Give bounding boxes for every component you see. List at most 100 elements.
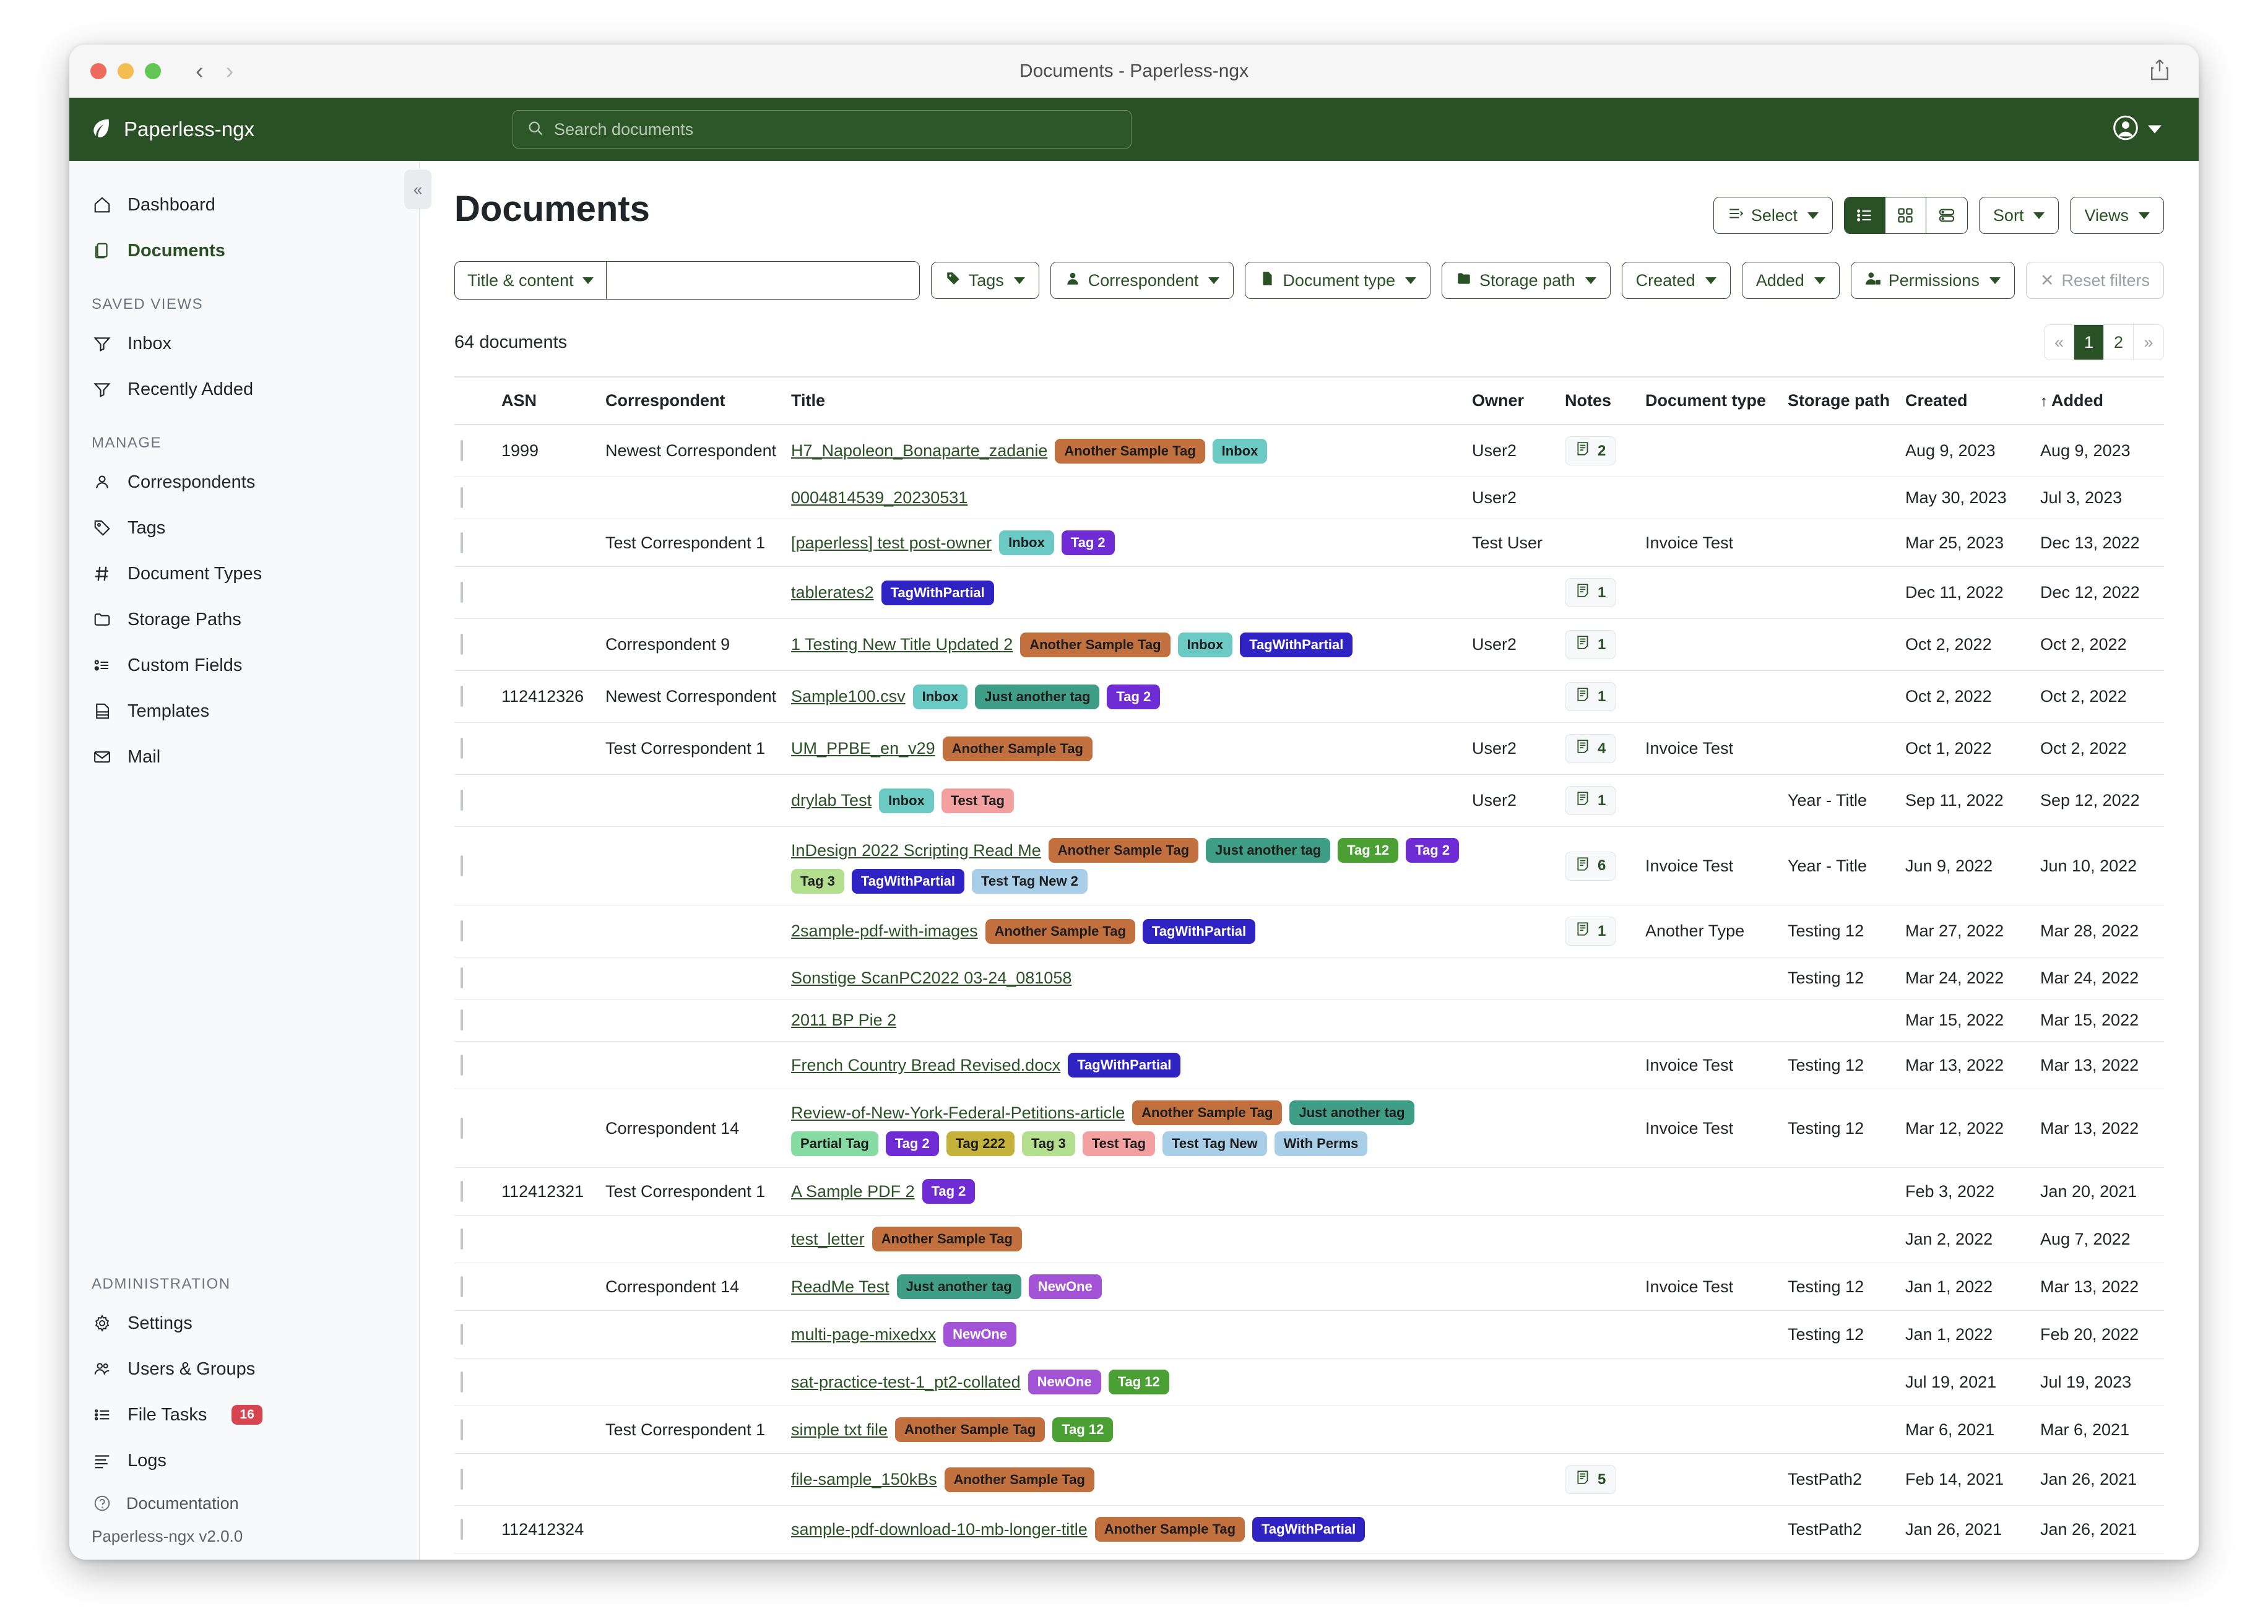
tag-badge[interactable]: Just another tag (896, 1274, 1021, 1299)
sidebar-item-templates[interactable]: Templates (69, 688, 419, 734)
column-header-storage-path[interactable]: Storage path (1781, 376, 1899, 425)
search-input[interactable]: Search documents (513, 110, 1132, 149)
table-row[interactable]: Test Correspondent 1 UM_PPBE_en_v29 Anothe… (454, 722, 2164, 775)
row-checkbox[interactable] (461, 855, 463, 876)
tag-badge[interactable]: TagWithPartial (1252, 1517, 1366, 1542)
column-header-added[interactable]: ↑ Added (2034, 376, 2164, 425)
tag-badge[interactable]: Another Sample Tag (1055, 438, 1205, 464)
table-row[interactable]: Sonstige ScanPC2022 03-24_081058 Testing … (454, 957, 2164, 1000)
column-header-created[interactable]: Created (1899, 376, 2034, 425)
list-view-icon[interactable] (1844, 197, 1885, 233)
detail-view-icon[interactable] (1926, 197, 1967, 233)
tag-badge[interactable]: Tag 2 (1107, 684, 1161, 709)
table-row[interactable]: file-sample_150kBs Another Sample Tag 5 Tes… (454, 1453, 2164, 1506)
row-checkbox[interactable] (461, 1518, 463, 1540)
sidebar-item-storage-paths[interactable]: Storage Paths (69, 597, 419, 642)
column-header-asn[interactable]: ASN (495, 376, 599, 425)
document-title-link[interactable]: UM_PPBE_en_v29 (791, 739, 935, 758)
row-checkbox-cell[interactable] (454, 477, 495, 519)
tag-badge[interactable]: Partial Tag (791, 1131, 878, 1156)
tag-badge[interactable]: Tag 12 (1052, 1417, 1114, 1442)
document-title-link[interactable]: Review-of-New-York-Federal-Petitions-art… (791, 1103, 1125, 1122)
tag-badge[interactable]: Tag 2 (885, 1131, 939, 1156)
document-title-link[interactable]: 1 Testing New Title Updated 2 (791, 635, 1013, 654)
tag-badge[interactable]: Another Sample Tag (942, 736, 1093, 761)
document-title-link[interactable]: 2011 BP Pie 2 (791, 1011, 897, 1029)
row-checkbox[interactable] (461, 920, 463, 941)
title-content-filter[interactable]: Title & content (454, 261, 920, 300)
pagination-first[interactable]: « (2045, 325, 2074, 360)
reset-filters-button[interactable]: ✕ Reset filters (2025, 262, 2164, 299)
table-row[interactable]: 0004814539_20230531 User2 May 30, 2023 Jul … (454, 477, 2164, 519)
tag-badge[interactable]: Another Sample Tag (1048, 838, 1199, 863)
document-title-link[interactable]: sat-practice-test-1_pt2-collated (791, 1372, 1021, 1391)
document-title-link[interactable]: 0004814539_20230531 (791, 488, 968, 507)
row-checkbox-cell[interactable] (454, 1041, 495, 1089)
document-title-link[interactable]: InDesign 2022 Scripting Read Me (791, 840, 1041, 860)
row-checkbox-cell[interactable] (454, 1263, 495, 1311)
column-header-notes[interactable]: Notes (1559, 376, 1639, 425)
row-checkbox[interactable] (461, 1117, 463, 1139)
tag-badge[interactable]: With Perms (1274, 1131, 1368, 1156)
back-icon[interactable]: ‹ (196, 58, 204, 84)
close-window-button[interactable] (90, 63, 106, 79)
table-row[interactable]: test_letter Another Sample Tag Jan 2, 2022… (454, 1215, 2164, 1263)
table-row[interactable]: drylab Test Inbox Test Tag User2 1 Year - Tit… (454, 774, 2164, 827)
row-checkbox-cell[interactable] (454, 670, 495, 723)
row-checkbox[interactable] (461, 1276, 463, 1297)
tag-badge[interactable]: Tag 2 (1061, 530, 1115, 555)
table-row[interactable]: Test Correspondent 1 [paperless] test pos… (454, 519, 2164, 567)
filter-text-input[interactable] (606, 262, 919, 299)
sidebar-item-mail[interactable]: Mail (69, 734, 419, 780)
table-row[interactable]: tablerates2 TagWithPartial 1 Dec 11, 2022 De… (454, 566, 2164, 619)
tag-badge[interactable]: Tag 12 (1338, 838, 1399, 863)
sidebar-collapse-button[interactable]: « (404, 170, 431, 209)
share-icon[interactable] (2149, 58, 2170, 84)
row-checkbox[interactable] (461, 487, 463, 508)
tag-badge[interactable]: Tag 2 (1406, 838, 1460, 863)
title-content-dropdown[interactable]: Title & content (455, 262, 607, 299)
table-row[interactable]: 2sample-pdf-with-images Another Sample Ta… (454, 905, 2164, 957)
sidebar-item-logs[interactable]: Logs (69, 1438, 419, 1484)
row-checkbox[interactable] (461, 634, 463, 655)
row-checkbox[interactable] (461, 440, 463, 461)
account-menu[interactable] (2112, 114, 2162, 145)
pagination-page-2[interactable]: 2 (2104, 325, 2134, 360)
tag-badge[interactable]: Another Sample Tag (944, 1467, 1094, 1492)
forward-icon[interactable]: › (225, 58, 234, 84)
table-row[interactable]: French Country Bread Revised.docx TagWith… (454, 1041, 2164, 1089)
table-row[interactable]: sat-practice-test-1_pt2-collated NewOne Ta… (454, 1358, 2164, 1406)
row-checkbox-cell[interactable] (454, 618, 495, 671)
document-title-link[interactable]: drylab Test (791, 791, 872, 810)
tag-badge[interactable]: NewOne (1028, 1274, 1102, 1299)
row-checkbox-cell[interactable] (454, 1505, 495, 1553)
tag-badge[interactable]: Another Sample Tag (872, 1227, 1022, 1251)
tag-badge[interactable]: Tag 2 (922, 1179, 976, 1204)
row-checkbox-cell[interactable] (454, 519, 495, 567)
sidebar-item-custom-fields[interactable]: Custom Fields (69, 642, 419, 688)
row-checkbox[interactable] (461, 1469, 463, 1490)
document-title-link[interactable]: simple txt file (791, 1420, 888, 1439)
tag-badge[interactable]: Tag 12 (1108, 1370, 1169, 1394)
row-checkbox[interactable] (461, 1054, 463, 1076)
document-title-link[interactable]: multi-page-mixedxx (791, 1324, 937, 1344)
sidebar-item-documents[interactable]: Documents (69, 228, 419, 274)
tag-badge[interactable]: Another Sample Tag (1094, 1517, 1245, 1542)
table-row[interactable]: 2011 BP Pie 2 Mar 15, 2022 Mar 15, 2022 (454, 999, 2164, 1042)
tag-badge[interactable]: TagWithPartial (851, 869, 965, 894)
row-checkbox-cell[interactable] (454, 566, 495, 619)
sidebar-item-recently-added[interactable]: Recently Added (69, 366, 419, 412)
pagination-page-1[interactable]: 1 (2074, 325, 2104, 360)
document-title-link[interactable]: Sample100.csv (791, 687, 906, 706)
table-row[interactable]: Correspondent 14 ReadMe Test Just another … (454, 1263, 2164, 1311)
sidebar-item-users-groups[interactable]: Users & Groups (69, 1346, 419, 1392)
document-title-link[interactable]: A Sample PDF 2 (791, 1181, 915, 1201)
tag-badge[interactable]: Test Tag (1082, 1131, 1156, 1156)
sidebar-item-tags[interactable]: Tags (69, 505, 419, 551)
tags-filter-button[interactable]: Tags (930, 262, 1039, 299)
pagination-last[interactable]: » (2144, 332, 2153, 352)
row-checkbox[interactable] (461, 582, 463, 603)
table-row[interactable]: Correspondent 14 Review-of-New-York-Feder… (454, 1089, 2164, 1168)
document-title-link[interactable]: file-sample_150kBs (791, 1470, 937, 1488)
row-checkbox[interactable] (461, 532, 463, 553)
